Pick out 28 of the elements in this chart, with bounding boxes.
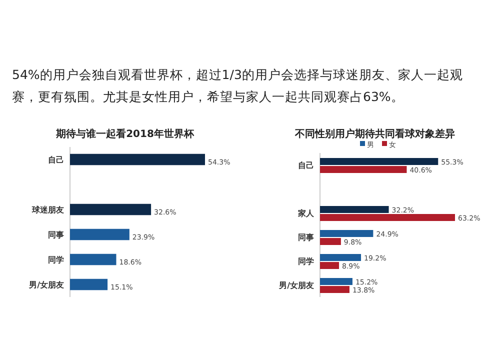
y-tick-label: 同事 bbox=[48, 230, 64, 240]
bar bbox=[320, 206, 389, 213]
bar bbox=[320, 262, 340, 269]
y-tick-label: 男/女朋友 bbox=[28, 280, 64, 290]
bar bbox=[70, 278, 108, 290]
bar bbox=[320, 278, 352, 285]
chart-title: 期待与谁一起看2018年世界杯 bbox=[55, 128, 195, 140]
bar bbox=[320, 286, 350, 293]
y-tick-label: 男/女朋友 bbox=[278, 281, 314, 290]
bar bbox=[320, 230, 374, 237]
bar bbox=[320, 254, 362, 261]
y-tick-label: 自己 bbox=[48, 156, 64, 164]
bar bbox=[320, 166, 407, 173]
text: 54%的用户会独自观看世界杯，超过1/3的用户会选择与球迷朋友、家人一起观赛，更有氛围。尤其是女性用户，希望与家人一起共同观赛占63%。 bbox=[12, 66, 464, 106]
bar bbox=[320, 158, 438, 165]
bar bbox=[320, 214, 455, 221]
bar bbox=[70, 204, 152, 216]
chart-title: 不同性别用户期待共同看球对象差异 bbox=[294, 128, 455, 140]
bar bbox=[70, 228, 130, 240]
bar bbox=[70, 154, 205, 166]
bar bbox=[70, 254, 116, 266]
y-tick-label: 同学 bbox=[48, 256, 64, 264]
y-tick-label: 同学 bbox=[298, 257, 314, 266]
bar bbox=[320, 238, 341, 245]
y-tick-label: 自己 bbox=[298, 161, 314, 170]
y-tick-label: 同事 bbox=[298, 233, 314, 242]
y-tick-label: 家人 bbox=[297, 208, 315, 218]
y-tick-label: 球迷朋友 bbox=[31, 206, 64, 214]
